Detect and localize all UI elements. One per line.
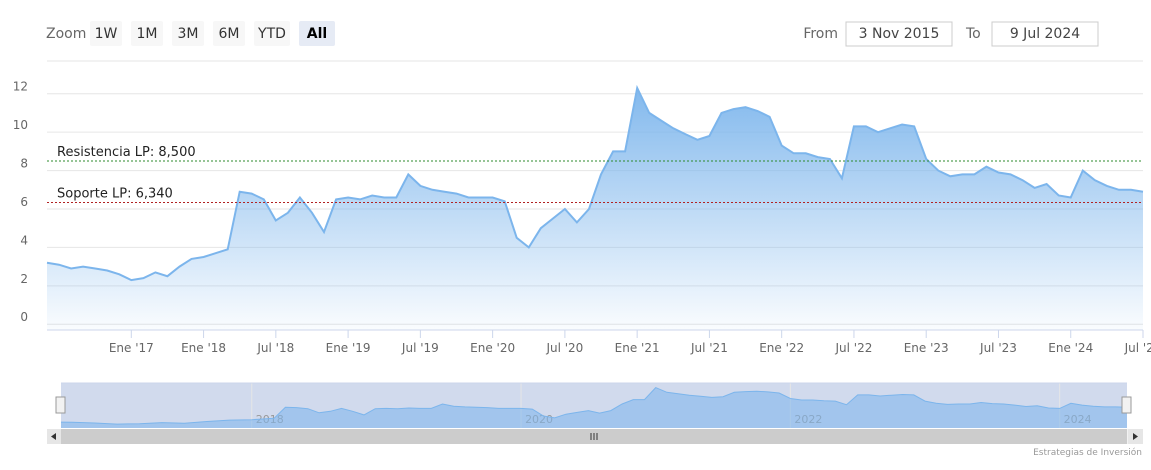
- price-line: [46, 84, 1144, 282]
- navigator-line: [61, 387, 1127, 425]
- zoom-button[interactable]: [254, 21, 290, 46]
- x-tick-label: Ene '19: [326, 341, 371, 355]
- zoom-button-label[interactable]: 3M: [178, 26, 199, 42]
- from-input[interactable]: [845, 21, 953, 47]
- navigator-handle[interactable]: [55, 396, 66, 414]
- x-tick-label: Ene '17: [109, 341, 154, 355]
- zoom-button[interactable]: [213, 21, 245, 46]
- zoom-button-label[interactable]: All: [307, 26, 327, 42]
- x-tick-label: Jul '18: [256, 341, 294, 355]
- zoom-label: Zoom: [46, 26, 86, 42]
- x-tick-label: Jul '20: [545, 341, 583, 355]
- to-input[interactable]: [991, 21, 1099, 47]
- zoom-button-label[interactable]: YTD: [257, 26, 286, 42]
- y-tick-label: 8: [20, 157, 28, 171]
- y-tick-label: 0: [20, 310, 28, 324]
- zoom-button[interactable]: [131, 21, 163, 46]
- navigator-area: [61, 387, 1127, 428]
- y-tick-label: 2: [20, 272, 28, 286]
- plot-line-label: Soporte LP: 6,340: [57, 186, 173, 201]
- x-tick-label: Ene '24: [1048, 341, 1093, 355]
- area-fill: [47, 88, 1143, 330]
- x-tick-label: Jul '22: [835, 341, 873, 355]
- credits: Estrategias de Inversión: [1033, 447, 1142, 458]
- arrow-right: [1133, 433, 1138, 440]
- x-tick-label: Jul '21: [690, 341, 728, 355]
- x-tick-label: Ene '23: [904, 341, 949, 355]
- navigator-handle[interactable]: [1121, 396, 1132, 414]
- zoom-button-label[interactable]: 6M: [219, 26, 240, 42]
- x-tick-label: Jul '23: [979, 341, 1017, 355]
- y-tick-label: 10: [13, 118, 28, 132]
- zoom-button[interactable]: [172, 21, 204, 46]
- from-label: From: [803, 26, 838, 42]
- x-tick-label: Ene '20: [470, 341, 515, 355]
- zoom-button[interactable]: [90, 21, 122, 46]
- x-tick-label: Ene '18: [181, 341, 226, 355]
- x-tick-label: Jul '19: [401, 341, 439, 355]
- y-tick-label: 4: [20, 233, 28, 247]
- scroll-grip: [590, 433, 598, 440]
- plot-line-label: Resistencia LP: 8,500: [57, 145, 196, 160]
- arrow-left: [51, 433, 56, 440]
- y-tick-label: 6: [20, 195, 28, 209]
- x-tick-label: Ene '21: [615, 341, 660, 355]
- zoom-button-label[interactable]: 1W: [95, 26, 118, 42]
- to-value[interactable]: 9 Jul 2024: [1010, 26, 1080, 42]
- to-label: To: [965, 26, 981, 42]
- from-value[interactable]: 3 Nov 2015: [859, 26, 940, 42]
- zoom-button-label[interactable]: 1M: [137, 26, 158, 42]
- x-tick-label: Ene '22: [759, 341, 804, 355]
- x-tick-label: Jul '24: [1124, 341, 1151, 355]
- zoom-button[interactable]: [299, 21, 335, 46]
- y-tick-label: 12: [13, 80, 28, 94]
- navigator-series: [61, 387, 1127, 428]
